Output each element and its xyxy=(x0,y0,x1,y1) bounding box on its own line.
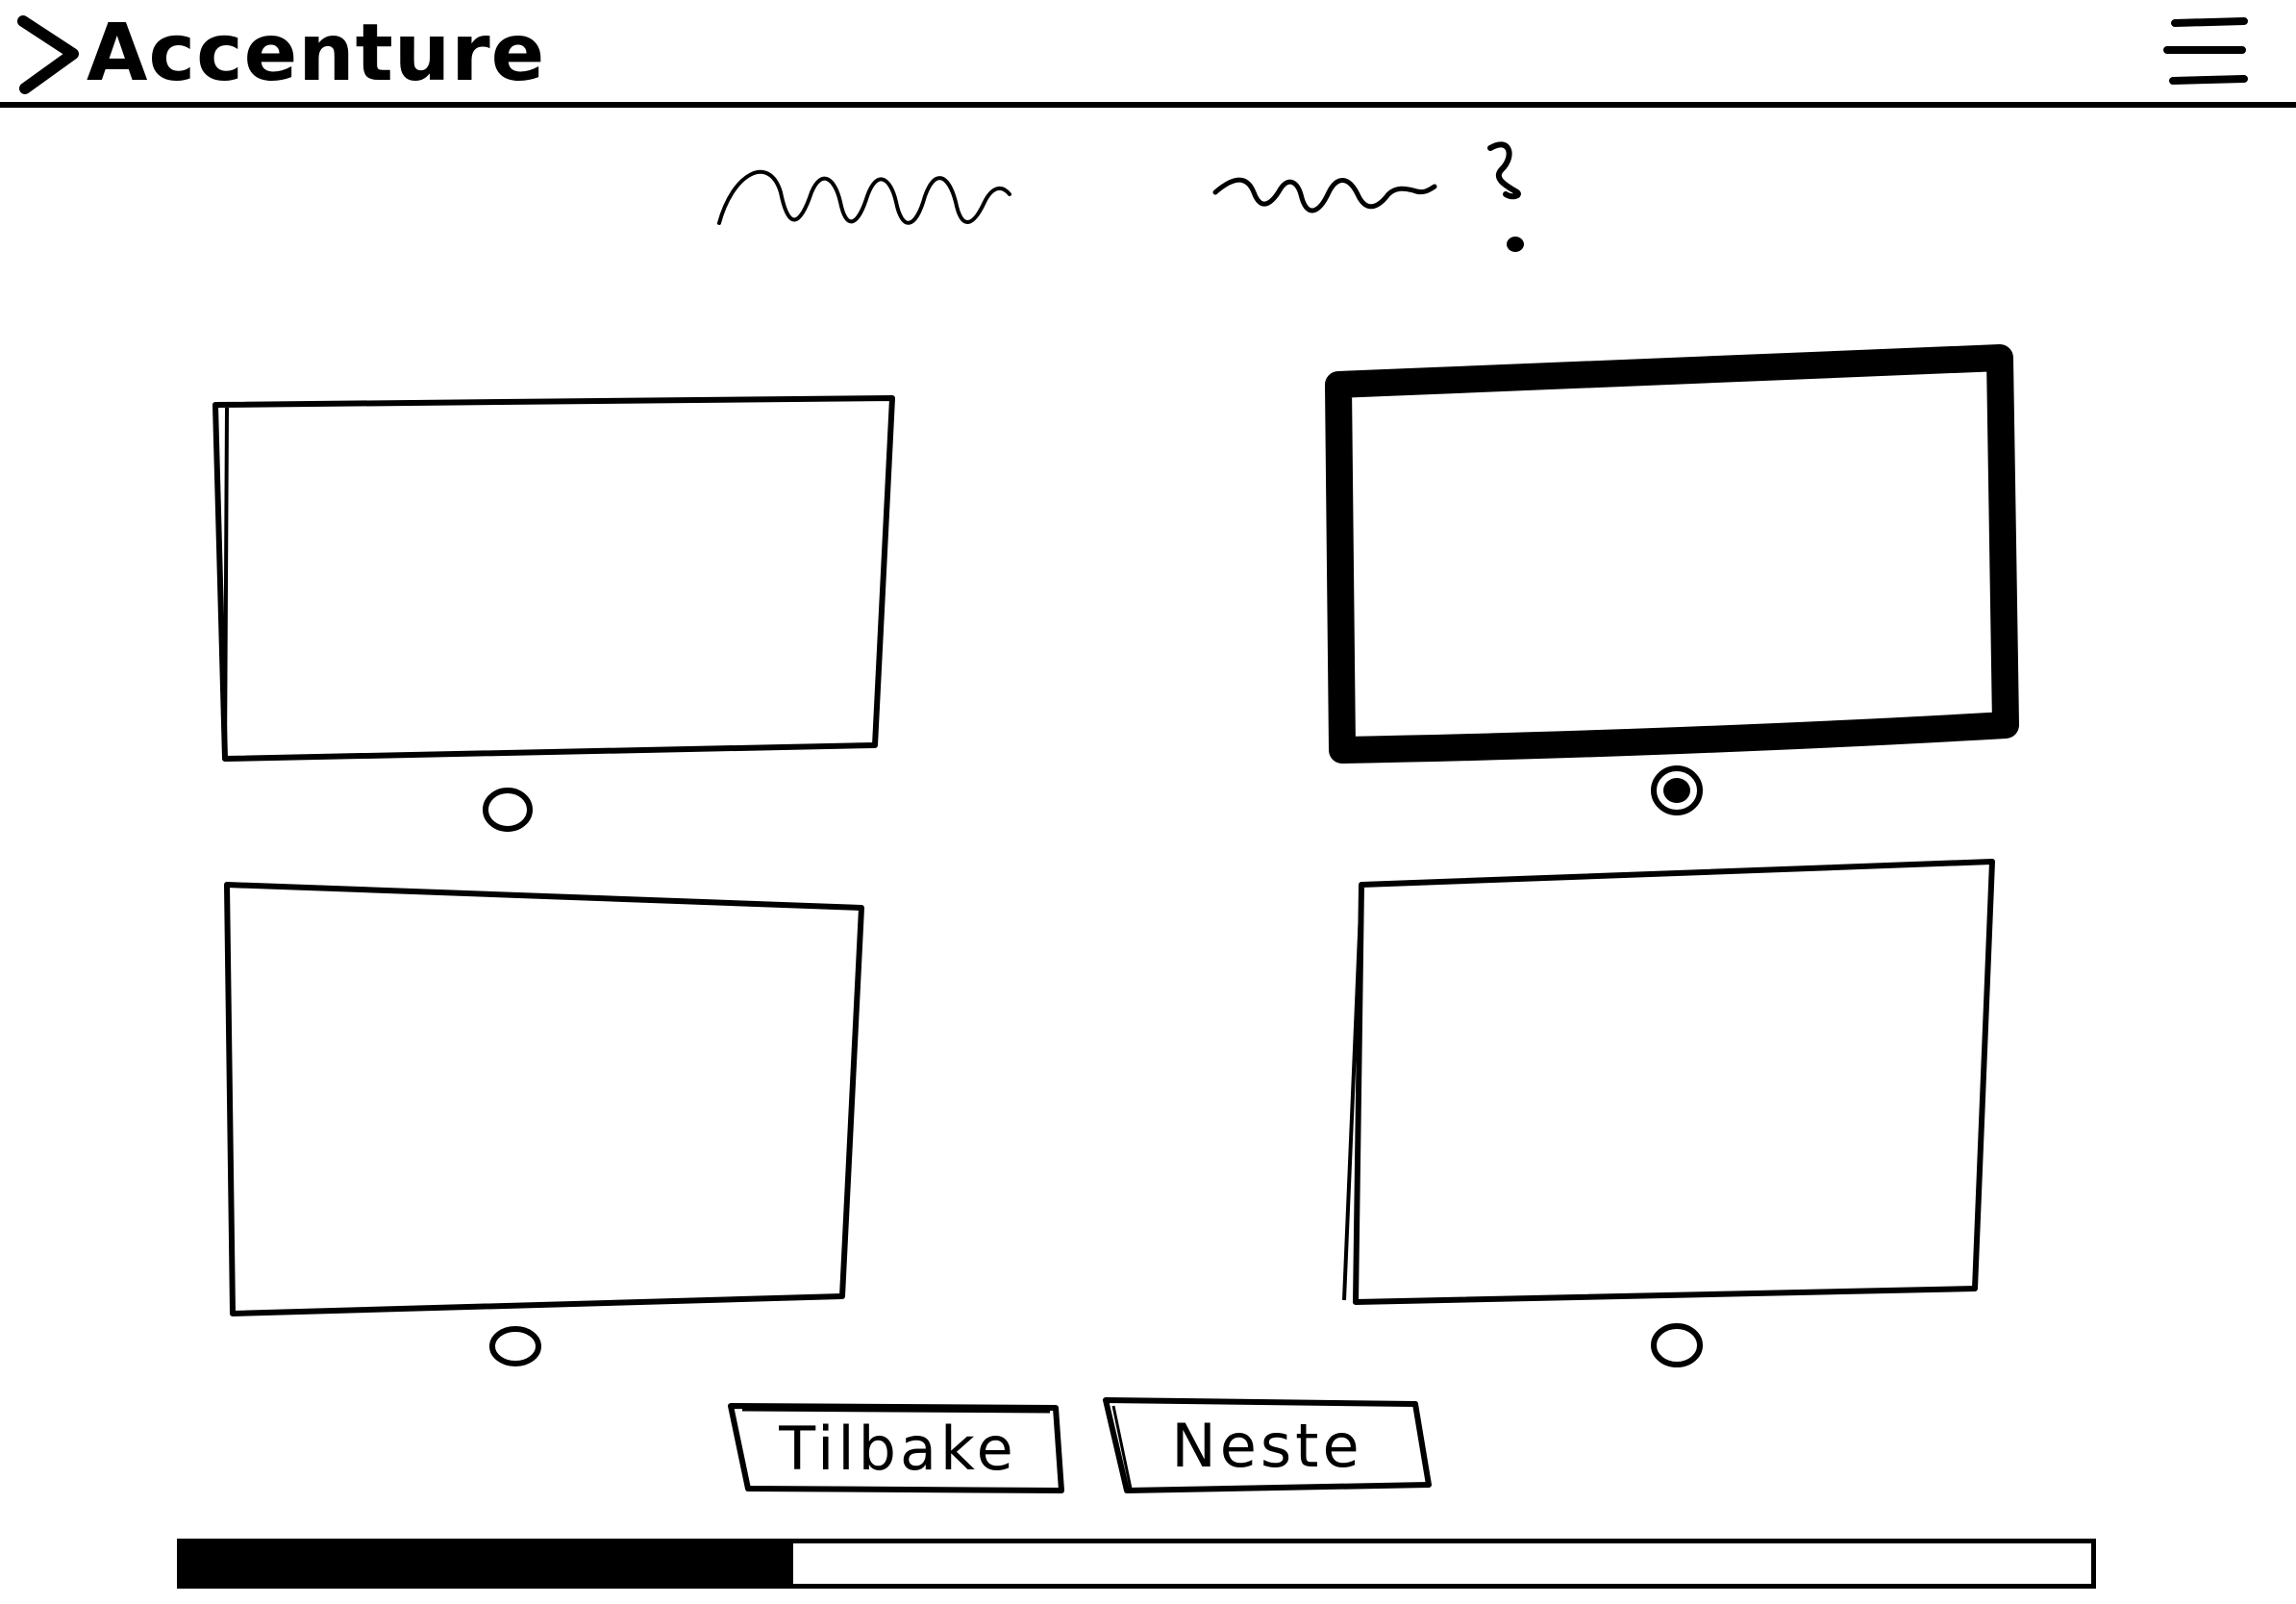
option-card-4[interactable] xyxy=(1336,856,2000,1308)
option-radio-1[interactable] xyxy=(477,783,538,837)
logo-text: Accenture xyxy=(87,8,546,99)
chevron-right-icon xyxy=(17,15,79,94)
option-radio-3[interactable] xyxy=(483,1319,544,1373)
option-card-2[interactable] xyxy=(1325,344,2025,767)
hamburger-icon xyxy=(2163,17,2248,85)
progress-bar xyxy=(177,1539,2096,1589)
next-button-frame xyxy=(1103,1397,1432,1493)
next-button[interactable]: Neste xyxy=(1102,1396,1433,1494)
next-button-label: Neste xyxy=(1171,1410,1363,1481)
back-button[interactable]: Tilbake xyxy=(728,1402,1067,1494)
option-radio-4[interactable] xyxy=(1646,1317,1708,1373)
menu-button[interactable] xyxy=(2163,17,2250,88)
option-card-frame xyxy=(212,395,895,762)
logo[interactable]: Accenture xyxy=(17,8,545,100)
option-card-frame xyxy=(1342,859,1995,1305)
option-card-1[interactable] xyxy=(212,394,896,769)
header: Accenture xyxy=(0,0,2296,108)
option-card-frame xyxy=(224,882,864,1316)
option-card-3[interactable] xyxy=(223,881,869,1319)
option-radio-2[interactable] xyxy=(1646,762,1708,819)
progress-fill xyxy=(182,1543,793,1584)
back-button-frame xyxy=(728,1403,1064,1493)
question-scribble xyxy=(717,141,1524,252)
back-button-label: Tilbake xyxy=(779,1413,1017,1484)
option-card-frame xyxy=(1325,344,2019,764)
